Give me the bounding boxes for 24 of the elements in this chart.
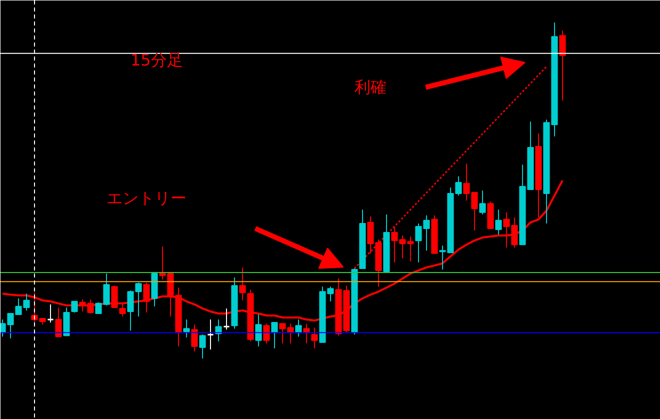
annotation: エントリー bbox=[106, 188, 186, 208]
annotation: 利確 bbox=[354, 77, 386, 96]
candlestick bbox=[239, 266, 246, 301]
candlestick bbox=[143, 282, 150, 313]
candlestick bbox=[111, 285, 118, 308]
candlestick bbox=[479, 190, 486, 215]
candlestick bbox=[199, 334, 206, 360]
annotation: 15分足 bbox=[130, 50, 183, 70]
candlestick bbox=[183, 319, 190, 338]
candlestick bbox=[206, 319, 214, 350]
candlestick bbox=[255, 314, 262, 347]
candlestick bbox=[71, 300, 78, 313]
candlestick bbox=[63, 306, 70, 336]
candlestick bbox=[271, 322, 278, 349]
candlestick bbox=[295, 319, 302, 338]
candlestick bbox=[222, 308, 230, 330]
candlestick bbox=[55, 306, 62, 338]
candlestick bbox=[46, 304, 54, 324]
candlestick bbox=[311, 327, 318, 349]
candlestick bbox=[119, 302, 126, 318]
candlestick bbox=[263, 323, 270, 344]
candlestick bbox=[495, 209, 502, 236]
candlestick bbox=[191, 324, 198, 352]
candlestick bbox=[559, 30, 566, 101]
